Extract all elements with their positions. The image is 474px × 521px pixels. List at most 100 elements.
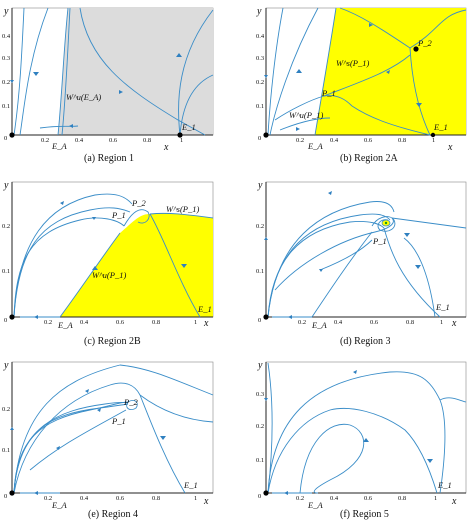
- panel-e-caption: (e) Region 4: [88, 509, 138, 520]
- panel-c-arrow: [92, 266, 98, 270]
- panel-b-ytick: 0: [258, 135, 261, 142]
- panel-b-label-ws-p1: W^s(P_1): [336, 58, 369, 68]
- panel-c-label-p2: P_2: [131, 198, 146, 208]
- panel-c-trajectory-5: [149, 212, 214, 219]
- panel-e-trajectory-2: [13, 403, 129, 494]
- panel-a-arrow: [176, 53, 182, 57]
- panel-f-trajectory-4: [439, 397, 467, 403]
- panel-b-separatrix: [314, 7, 337, 136]
- panel-c-x-label: x: [203, 318, 209, 329]
- panel-d-equilibrium-p1: [384, 221, 388, 225]
- panel-b-x-label: x: [447, 142, 453, 153]
- panel-d-arrow: [415, 265, 421, 269]
- panel-e-trajectory-8: [139, 394, 214, 423]
- panel-b-arrow: [386, 70, 390, 74]
- panel-f-y-label: y: [257, 360, 263, 371]
- panel-e-label-e1: E_1: [183, 480, 198, 490]
- panel-e-arrow: [10, 427, 14, 430]
- panel-a-equilibrium-e1: [177, 132, 183, 138]
- panel-b: y x 0.4 0.3 0.2 0.1 0 0.2 0.4 0.6 0.8 1 …: [256, 6, 467, 164]
- panel-e-origin-point: [9, 490, 15, 496]
- panel-b-xtick: 1: [432, 137, 435, 144]
- panel-b-ytick: 0.4: [256, 33, 265, 40]
- panel-c-trajectory-2: [13, 207, 131, 318]
- panel-c-xtick: 0.4: [80, 319, 89, 326]
- panel-d-arrow: [328, 191, 332, 195]
- panel-e-label-ea: E_A: [51, 500, 67, 510]
- panel-e-arrow: [56, 446, 60, 450]
- panel-a-trajectory-1: [19, 7, 49, 136]
- panel-d-loop: [371, 216, 396, 232]
- panel-a-y-label: y: [3, 6, 9, 17]
- panel-f-ytick: 0.1: [256, 457, 264, 464]
- panel-b-ytick: 0.2: [256, 79, 264, 86]
- panel-c-xtick: 0.8: [152, 319, 160, 326]
- panel-e-arrow: [34, 491, 38, 495]
- panel-a-label-wu-ea: W^u(E_A): [66, 92, 101, 102]
- panel-c-arrow: [60, 201, 64, 205]
- panel-a-separatrix-b: [61, 7, 71, 136]
- panel-f-trajectory-3: [267, 362, 273, 494]
- panel-b-shaded-region: [315, 8, 466, 135]
- panel-e-trajectory-7: [139, 394, 186, 494]
- panel-b-trajectory-5: [323, 54, 411, 97]
- panel-c-caption: (c) Region 2B: [84, 336, 141, 347]
- panel-e-xtick: 0.6: [116, 495, 125, 502]
- panel-e-x-label: x: [203, 496, 209, 507]
- panel-c-arrow: [92, 217, 96, 220]
- panel-e-arrow: [85, 389, 89, 393]
- panel-f-xtick: 1: [434, 495, 437, 502]
- panel-f-label-ea: E_A: [307, 500, 323, 510]
- panel-e-ytick: 0.1: [2, 447, 10, 454]
- panel-e-trajectory-5: [13, 364, 121, 494]
- panel-f-xtick: 0.8: [398, 495, 406, 502]
- panel-d-origin-point: [263, 314, 269, 320]
- panel-a-separatrix: [57, 7, 69, 136]
- panel-a-trajectory-3: [79, 7, 206, 136]
- panel-b-equilibrium-e1: [430, 132, 436, 138]
- panel-d-xtick: 0.4: [334, 319, 343, 326]
- panel-e-trajectory-9: [29, 409, 127, 471]
- panel-a-arrow: [33, 72, 39, 76]
- panel-e-xtick: 0.4: [80, 495, 89, 502]
- panel-f-ytick: 0.2: [256, 423, 264, 430]
- panel-a-xtick: 1: [180, 137, 183, 144]
- panel-f-arrow: [363, 438, 369, 442]
- panel-a-arrow: [10, 80, 14, 83]
- panel-d-xtick: 1: [440, 319, 443, 326]
- panel-a-xtick: 0.4: [75, 137, 84, 144]
- panel-b-arrow: [369, 23, 373, 27]
- panel-b-xtick: 0.2: [296, 137, 304, 144]
- panel-c-xtick: 0.2: [44, 319, 52, 326]
- panel-e-arrow: [160, 436, 166, 440]
- panel-e-label-p1: P_1: [111, 416, 126, 426]
- panel-d-x-label: x: [451, 318, 457, 329]
- panel-b-label-p2: P_2: [417, 38, 432, 48]
- panel-d-trajectory-2: [267, 213, 391, 318]
- panel-b-label-ea: E_A: [307, 141, 323, 151]
- panel-d-y-label: y: [257, 180, 263, 191]
- panel-f-ytick: 0.3: [256, 391, 264, 398]
- panel-e-trajectory-1: [13, 401, 129, 494]
- panel-c-label-e1: E_1: [197, 304, 212, 314]
- panel-f-arrow: [353, 370, 357, 374]
- panel-d-trajectory-8: [319, 239, 373, 271]
- panel-c-loop: [123, 209, 150, 227]
- panel-b-arrow: [416, 103, 422, 107]
- panel-e-xtick: 1: [194, 495, 197, 502]
- panel-f-trajectory-1: [267, 371, 446, 494]
- panel-d-trajectory-5: [383, 227, 441, 318]
- panel-c-trajectory-1: [13, 217, 125, 318]
- panel-c-label-wu-p1: W^u(P_1): [92, 270, 126, 280]
- panel-b-trajectory-1: [269, 7, 319, 136]
- panel-f-x-label: x: [451, 496, 457, 507]
- panel-f-label-e1: E_1: [437, 480, 452, 490]
- panel-e-xtick: 0.8: [152, 495, 160, 502]
- panel-f-xtick: 0.2: [296, 495, 304, 502]
- panel-c-label-ws-p1: W^s(P_1): [166, 204, 199, 214]
- panel-c-trajectory-4: [149, 213, 201, 318]
- panel-a-caption: (a) Region 1: [84, 153, 134, 164]
- panel-b-label-e1: E_1: [433, 122, 448, 132]
- panel-e-trajectory-6: [119, 364, 214, 396]
